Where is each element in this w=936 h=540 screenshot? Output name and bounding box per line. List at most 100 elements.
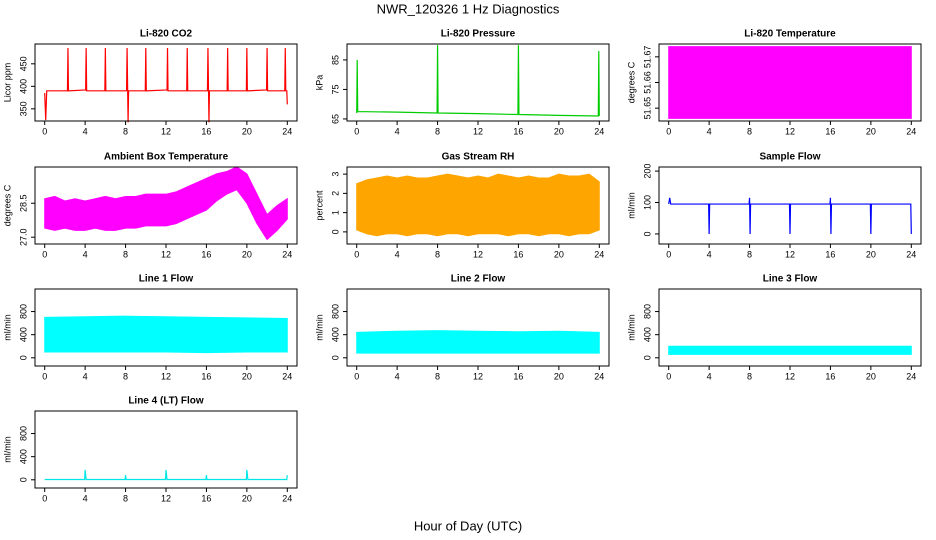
x-tick-label: 12: [785, 126, 795, 136]
x-tick-label: 4: [83, 126, 88, 136]
y-axis-label: percent: [314, 190, 324, 221]
y-tick-label: 400: [18, 327, 28, 342]
x-tick-label: 0: [42, 371, 47, 381]
panel: Sample Flow ml/min 0 4 8 12 16 20 24 0 100 200: [626, 152, 922, 259]
panel-title: Gas Stream RH: [442, 152, 515, 163]
plot-frame: [658, 43, 922, 122]
y-tick-label: 51.65: [642, 97, 652, 120]
x-tick-label: 4: [83, 493, 88, 503]
panel: Line 3 Flow ml/min 0 4 8 12 16 20 24 0 400 800: [626, 274, 922, 381]
y-tick-label: 28.5: [18, 194, 28, 212]
data-band: [668, 345, 912, 355]
y-tick-label: 400: [642, 327, 652, 342]
plot-frame: [658, 166, 922, 245]
x-tick-label: 20: [554, 249, 564, 259]
x-tick-label: 16: [513, 249, 523, 259]
x-tick-label: 8: [435, 371, 440, 381]
x-tick-label: 0: [666, 126, 671, 136]
x-tick-label: 20: [554, 126, 564, 136]
panel-title: Li-820 Temperature: [744, 29, 836, 40]
y-tick-label: 800: [642, 304, 652, 319]
y-tick-label: 3: [330, 172, 340, 177]
x-tick-label: 24: [594, 249, 604, 259]
data-band: [356, 330, 600, 354]
x-tick-label: 0: [354, 249, 359, 259]
data-line: [356, 45, 600, 117]
panel: Li-820 CO2 Licor ppm 0 4 8 12 16 20 24 350 400 450: [2, 29, 298, 136]
x-tick-label: 8: [123, 493, 128, 503]
y-tick-label: 400: [18, 79, 28, 94]
x-tick-label: 20: [242, 493, 252, 503]
y-tick-label: 65: [330, 114, 340, 124]
x-tick-label: 8: [435, 126, 440, 136]
y-tick-label: 51.67: [642, 46, 652, 69]
x-tick-label: 12: [161, 493, 171, 503]
x-tick-label: 0: [666, 371, 671, 381]
panel-title: Li-820 Pressure: [441, 29, 516, 40]
y-axis-label: degrees C: [2, 184, 12, 226]
panel-title: Sample Flow: [759, 152, 820, 163]
x-tick-label: 12: [161, 126, 171, 136]
data-band: [668, 46, 912, 119]
x-tick-label: 24: [906, 126, 916, 136]
x-tick-label: 8: [123, 371, 128, 381]
x-tick-label: 12: [473, 126, 483, 136]
y-tick-label: 800: [18, 304, 28, 319]
y-axis-label: Licor ppm: [2, 63, 12, 103]
data-band: [44, 315, 288, 354]
y-tick-label: 1: [330, 210, 340, 215]
plot-frame: [658, 288, 922, 367]
panel-title: Line 4 (LT) Flow: [128, 396, 204, 407]
x-tick-label: 20: [242, 249, 252, 259]
y-tick-label: 85: [330, 55, 340, 65]
y-axis-label: ml/min: [626, 314, 636, 341]
y-axis-label: ml/min: [2, 436, 12, 463]
panel-title: Line 3 Flow: [763, 274, 818, 285]
panel: Li-820 Temperature degrees C 0 4 8 12 16 20 24 51…: [626, 29, 922, 136]
x-tick-label: 20: [242, 371, 252, 381]
x-tick-label: 20: [554, 371, 564, 381]
x-tick-label: 4: [707, 249, 712, 259]
y-tick-label: 27.0: [18, 228, 28, 246]
x-tick-label: 24: [906, 371, 916, 381]
y-tick-label: 2: [330, 191, 340, 196]
x-tick-label: 24: [594, 371, 604, 381]
x-tick-label: 20: [866, 249, 876, 259]
x-tick-label: 4: [83, 371, 88, 381]
x-tick-label: 16: [201, 249, 211, 259]
x-tick-label: 12: [161, 371, 171, 381]
panel: Line 1 Flow ml/min 0 4 8 12 16 20 24 0 400 800: [2, 274, 298, 381]
panel-title: Li-820 CO2: [140, 29, 193, 40]
x-tick-label: 4: [395, 126, 400, 136]
panel: Line 2 Flow ml/min 0 4 8 12 16 20 24 0 400 800: [314, 274, 610, 381]
y-axis-label: ml/min: [626, 192, 636, 219]
x-tick-label: 24: [282, 371, 292, 381]
x-tick-label: 8: [747, 126, 752, 136]
x-tick-label: 12: [161, 249, 171, 259]
y-tick-label: 0: [18, 477, 28, 482]
x-tick-label: 0: [42, 249, 47, 259]
x-tick-label: 16: [825, 249, 835, 259]
x-tick-label: 0: [42, 126, 47, 136]
panel: Line 4 (LT) Flow ml/min 0 4 8 12 16 20 24 0 400 800: [2, 396, 298, 503]
y-tick-label: 0: [330, 229, 340, 234]
y-tick-label: 800: [18, 426, 28, 441]
y-tick-label: 0: [18, 355, 28, 360]
x-tick-label: 24: [594, 126, 604, 136]
y-tick-label: 450: [18, 56, 28, 71]
y-tick-label: 800: [330, 304, 340, 319]
x-tick-label: 0: [354, 371, 359, 381]
y-tick-label: 51.66: [642, 71, 652, 94]
x-tick-label: 16: [201, 126, 211, 136]
data-line: [668, 197, 912, 234]
data-band: [44, 166, 288, 241]
y-tick-label: 400: [330, 327, 340, 342]
x-tick-label: 20: [866, 371, 876, 381]
x-tick-label: 12: [785, 249, 795, 259]
x-tick-label: 12: [473, 249, 483, 259]
x-tick-label: 20: [866, 126, 876, 136]
y-tick-label: 0: [642, 231, 652, 236]
y-tick-label: 100: [642, 195, 652, 210]
